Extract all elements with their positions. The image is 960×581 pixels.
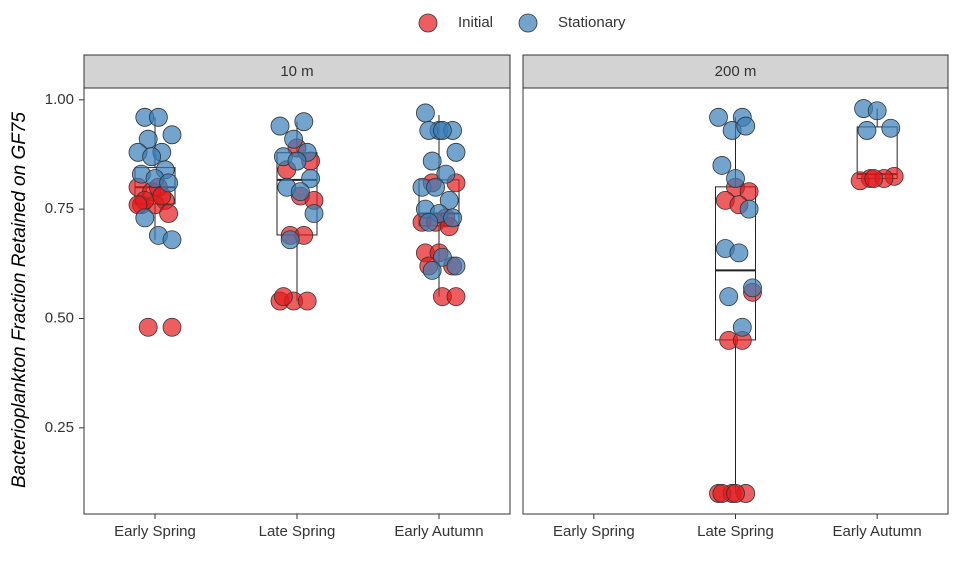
y-tick-label: 0.75	[45, 200, 74, 217]
strip	[83, 54, 511, 89]
x-tick-label: Late Spring	[259, 523, 336, 540]
point	[739, 199, 759, 219]
point	[422, 260, 442, 280]
point	[162, 125, 182, 145]
point	[432, 121, 452, 140]
point	[436, 164, 456, 184]
point	[415, 103, 435, 123]
point	[135, 208, 155, 228]
point	[743, 278, 762, 298]
point	[719, 287, 739, 307]
point	[712, 156, 732, 175]
point	[709, 107, 728, 127]
legend-label: Initial	[458, 14, 493, 31]
x-tick-label: Early Autumn	[394, 523, 483, 540]
point	[162, 317, 182, 337]
point	[864, 169, 884, 188]
x-tick-label: Early Autumn	[833, 523, 922, 540]
legend-marker	[518, 13, 538, 33]
legend-marker	[418, 13, 438, 33]
y-axis-title: Bacterioplankton Fraction Retained on GF…	[9, 112, 30, 488]
point	[301, 169, 321, 188]
point	[162, 230, 182, 250]
legend-label: Stationary	[558, 14, 626, 31]
point	[290, 182, 310, 202]
point	[142, 147, 162, 167]
strip-label: 200 m	[715, 63, 757, 80]
x-tick-label: Early Spring	[114, 523, 196, 540]
point	[284, 129, 304, 149]
y-tick-label: 0.50	[45, 309, 74, 326]
point	[726, 484, 745, 503]
point	[446, 142, 466, 162]
y-tick-label: 0.25	[45, 419, 74, 436]
point	[726, 169, 745, 188]
point	[443, 208, 463, 228]
point	[729, 243, 749, 263]
point	[881, 118, 901, 138]
point	[287, 151, 307, 171]
strip-label: 10 m	[280, 63, 313, 80]
strip	[522, 54, 949, 89]
x-tick-label: Late Spring	[697, 523, 774, 540]
point	[270, 116, 290, 136]
point	[419, 212, 439, 232]
point	[159, 204, 179, 223]
point	[867, 101, 887, 121]
point	[304, 204, 324, 223]
point	[297, 291, 317, 311]
point	[446, 256, 466, 276]
point	[732, 317, 752, 337]
point	[736, 116, 756, 136]
point	[280, 230, 300, 250]
y-tick-label: 1.00	[45, 91, 74, 108]
point	[857, 121, 877, 140]
point	[138, 317, 158, 337]
point	[432, 247, 452, 267]
point	[148, 107, 168, 127]
point	[294, 112, 314, 132]
x-tick-label: Early Spring	[553, 523, 635, 540]
point	[426, 177, 446, 197]
point	[446, 287, 466, 307]
point	[422, 151, 442, 171]
point	[159, 173, 179, 193]
point	[273, 287, 293, 307]
